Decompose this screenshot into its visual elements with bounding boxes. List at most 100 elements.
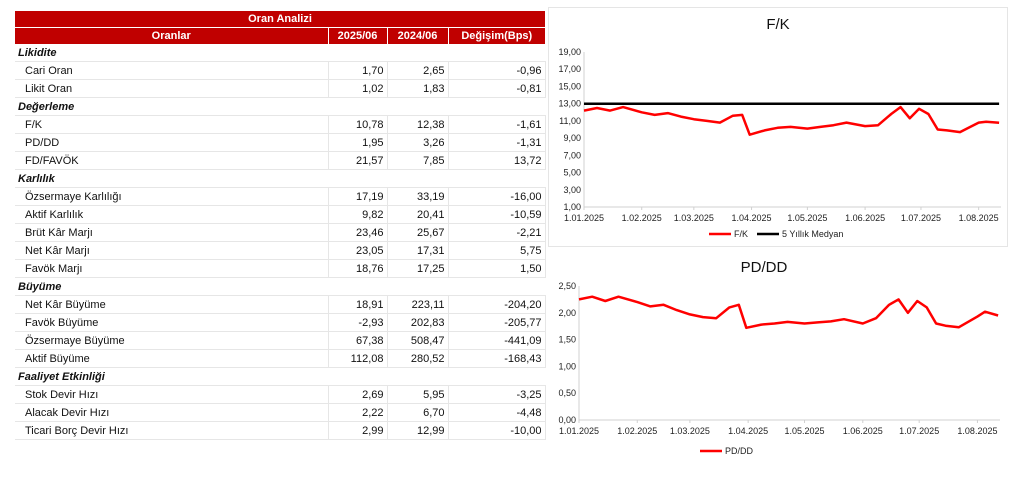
table-row: FD/FAVÖK 21,57 7,85 13,72	[15, 151, 546, 170]
x-tick-label: 1.08.2025	[959, 213, 999, 223]
value-change: 1,50	[448, 259, 546, 278]
value-change: -1,61	[448, 115, 546, 134]
header-oranlar: Oranlar	[15, 27, 329, 44]
x-tick-label: 1.07.2025	[899, 426, 939, 436]
y-tick-label: 3,00	[563, 185, 581, 195]
y-tick-label: 1,50	[558, 335, 576, 345]
x-tick-label: 1.03.2025	[674, 213, 714, 223]
x-tick-label: 1.01.2025	[559, 426, 599, 436]
section-title: Değerleme	[15, 97, 546, 116]
value-change: 5,75	[448, 241, 546, 260]
value-change: 13,72	[448, 151, 546, 170]
value-2024-06: 33,19	[387, 187, 449, 206]
y-tick-label: 1,00	[563, 202, 581, 212]
header-2025-06: 2025/06	[328, 27, 388, 44]
table-title-row: Oran Analizi	[15, 11, 546, 28]
y-tick-label: 1,00	[558, 361, 576, 371]
chart-title: F/K	[766, 16, 789, 33]
y-tick-label: 11,00	[559, 116, 581, 126]
value-2025-06: 9,82	[328, 205, 388, 224]
value-2025-06: 67,38	[328, 331, 388, 350]
table-row: Stok Devir Hızı 2,69 5,95 -3,25	[15, 385, 546, 404]
table-header-row: Oranlar 2025/06 2024/06 Değişim(Bps)	[15, 27, 546, 44]
legend-label: PD/DD	[725, 446, 754, 456]
x-tick-label: 1.04.2025	[728, 426, 768, 436]
row-label: Net Kâr Büyüme	[15, 295, 329, 314]
x-tick-label: 1.05.2025	[787, 213, 827, 223]
row-label: Favök Büyüme	[15, 313, 329, 332]
table-row: Likit Oran 1,02 1,83 -0,81	[15, 79, 546, 98]
row-label: Özsermaye Karlılığı	[15, 187, 329, 206]
section-row: Büyüme	[15, 277, 546, 296]
value-2024-06: 7,85	[387, 151, 449, 170]
value-2024-06: 12,38	[387, 115, 449, 134]
pddd-chart: PD/DD 0,00 0,50 1,00 1,50 2,00 2,50 1.01.2025 1.…	[548, 250, 1006, 472]
x-tick-label: 1.01.2025	[564, 213, 604, 223]
value-change: -10,59	[448, 205, 546, 224]
value-2025-06: 1,70	[328, 61, 388, 80]
section-title: Faaliyet Etkinliği	[15, 367, 546, 386]
value-2025-06: -2,93	[328, 313, 388, 332]
chart-title: PD/DD	[741, 259, 788, 276]
row-label: F/K	[15, 115, 329, 134]
value-2025-06: 23,46	[328, 223, 388, 242]
value-2025-06: 10,78	[328, 115, 388, 134]
fk-chart-svg: F/K 1,00 3,00 5,00 7,00 9,00 11,00 13,00 15,00 17…	[558, 16, 1001, 239]
header-2024-06: 2024/06	[387, 27, 449, 44]
x-tick-label: 1.02.2025	[617, 426, 657, 436]
x-tick-label: 1.04.2025	[732, 213, 772, 223]
row-label: Özsermaye Büyüme	[15, 331, 329, 350]
y-tick-label: 2,00	[558, 308, 576, 318]
section-title: Likidite	[15, 44, 546, 62]
section-row: Değerleme	[15, 97, 546, 116]
value-2025-06: 17,19	[328, 187, 388, 206]
value-change: -4,48	[448, 403, 546, 422]
y-tick-label: 19,00	[558, 47, 581, 57]
series-line	[583, 105, 1000, 136]
row-label: Ticari Borç Devir Hızı	[15, 421, 329, 440]
value-change: -205,77	[448, 313, 546, 332]
x-tick-label: 1.07.2025	[901, 213, 941, 223]
x-tick-label: 1.06.2025	[845, 213, 885, 223]
value-2024-06: 5,95	[387, 385, 449, 404]
table-row: Özsermaye Karlılığı 17,19 33,19 -16,00	[15, 187, 546, 206]
table-row: Cari Oran 1,70 2,65 -0,96	[15, 61, 546, 80]
value-2024-06: 202,83	[387, 313, 449, 332]
row-label: Brüt Kâr Marjı	[15, 223, 329, 242]
value-change: -1,31	[448, 133, 546, 152]
y-tick-label: 17,00	[558, 64, 581, 74]
value-2025-06: 112,08	[328, 349, 388, 368]
value-change: -0,96	[448, 61, 546, 80]
value-change: -204,20	[448, 295, 546, 314]
value-change: -0,81	[448, 79, 546, 98]
x-tick-label: 1.03.2025	[670, 426, 710, 436]
y-tick-label: 15,00	[558, 81, 581, 91]
table-row: Ticari Borç Devir Hızı 2,99 12,99 -10,00	[15, 421, 546, 440]
value-2024-06: 17,25	[387, 259, 449, 278]
header-degisim: Değişim(Bps)	[448, 27, 546, 44]
value-2024-06: 508,47	[387, 331, 449, 350]
y-tick-label: 0,00	[558, 415, 576, 425]
row-label: FD/FAVÖK	[15, 151, 329, 170]
value-change: -3,25	[448, 385, 546, 404]
value-change: -10,00	[448, 421, 546, 440]
table-row: Net Kâr Marjı 23,05 17,31 5,75	[15, 241, 546, 260]
value-change: -2,21	[448, 223, 546, 242]
table-row: Alacak Devir Hızı 2,22 6,70 -4,48	[15, 403, 546, 422]
value-change: -441,09	[448, 331, 546, 350]
legend-label: F/K	[734, 229, 748, 239]
section-row: Likidite	[15, 44, 546, 62]
x-tick-label: 1.02.2025	[622, 213, 662, 223]
value-2024-06: 2,65	[387, 61, 449, 80]
value-2025-06: 2,69	[328, 385, 388, 404]
value-2024-06: 3,26	[387, 133, 449, 152]
section-title: Büyüme	[15, 277, 546, 296]
table-title: Oran Analizi	[15, 11, 546, 28]
value-2025-06: 18,76	[328, 259, 388, 278]
table-row: Net Kâr Büyüme 18,91 223,11 -204,20	[15, 295, 546, 314]
fk-chart: F/K 1,00 3,00 5,00 7,00 9,00 11,00 13,00 15,00 17…	[548, 7, 1008, 247]
value-change: -168,43	[448, 349, 546, 368]
row-label: Alacak Devir Hızı	[15, 403, 329, 422]
y-tick-label: 0,50	[558, 388, 576, 398]
table-row: PD/DD 1,95 3,26 -1,31	[15, 133, 546, 152]
